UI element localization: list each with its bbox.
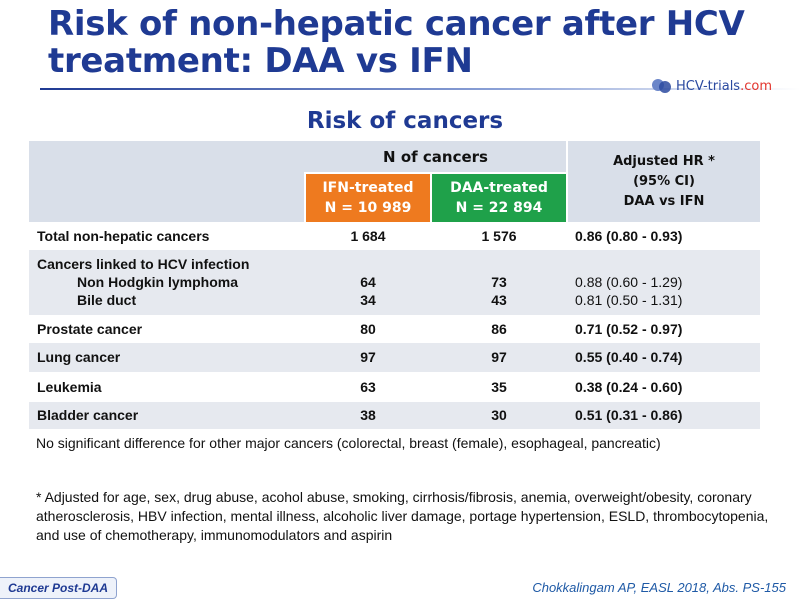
daa-count: 43 xyxy=(491,292,507,308)
daa-count: 97 xyxy=(431,341,568,372)
ifn-count: 64 xyxy=(360,274,376,290)
hazard-ratio: 0.71 (0.52 - 0.97) xyxy=(567,314,761,342)
daa-count: 30 xyxy=(431,400,568,429)
ifn-count: 34 xyxy=(360,292,376,308)
table-row: Lung cancer 97 97 0.55 (0.40 - 0.74) xyxy=(29,341,761,372)
daa-label: DAA-treated xyxy=(450,180,548,196)
table-row: Bladder cancer 38 30 0.51 (0.31 - 0.86) xyxy=(29,400,761,429)
table-subtitle: Risk of cancers xyxy=(306,108,504,134)
row-sublabel: Non Hodgkin lymphoma xyxy=(77,274,238,290)
daa-count: 86 xyxy=(431,314,568,342)
ifn-count-group: 64 34 xyxy=(305,248,431,315)
hr-header-line3: DAA vs IFN xyxy=(623,193,705,209)
slide-title: Risk of non-hepatic cancer after HCV tre… xyxy=(48,4,745,81)
citation: Chokkalingam AP, EASL 2018, Abs. PS-155 xyxy=(532,580,786,595)
daa-count: 73 xyxy=(491,274,507,290)
row-sublabel: Bile duct xyxy=(77,292,137,308)
cancer-risk-table: N of cancers Adjusted HR * (95% CI) DAA … xyxy=(29,141,761,429)
section-tag: Cancer Post-DAA xyxy=(0,577,117,599)
hazard-ratio: 0.51 (0.31 - 0.86) xyxy=(567,400,761,429)
hr-header-line1: Adjusted HR * xyxy=(613,153,715,169)
hcv-trials-logo: HCV-trials.com xyxy=(652,76,772,96)
row-label: Leukemia xyxy=(29,371,305,401)
row-label: Prostate cancer xyxy=(29,314,305,342)
logo-text: HCV-trials.com xyxy=(676,79,772,94)
logo-icon xyxy=(652,77,672,95)
row-label: Total non-hepatic cancers xyxy=(29,222,305,249)
daa-n: N = 22 894 xyxy=(455,200,543,216)
hazard-ratio: 0.81 (0.50 - 1.31) xyxy=(575,292,683,308)
table-row: Cancers linked to HCV infection Non Hodg… xyxy=(29,248,761,315)
table-note: No significant difference for other majo… xyxy=(36,435,661,451)
hazard-ratio: 0.55 (0.40 - 0.74) xyxy=(567,341,761,372)
row-label-group: Cancers linked to HCV infection Non Hodg… xyxy=(29,248,305,315)
table-row: Leukemia 63 35 0.38 (0.24 - 0.60) xyxy=(29,371,761,401)
ifn-n: N = 10 989 xyxy=(324,200,412,216)
ifn-label: IFN-treated xyxy=(322,180,414,196)
ifn-count: 1 684 xyxy=(305,222,431,249)
ifn-count: 80 xyxy=(305,314,431,342)
row-label: Cancers linked to HCV infection xyxy=(37,256,250,272)
logo-text-main: HCV-trials xyxy=(676,78,741,94)
ifn-treated-header: IFN-treated N = 10 989 xyxy=(304,173,431,224)
ifn-count: 38 xyxy=(305,400,431,429)
row-label: Bladder cancer xyxy=(29,400,305,429)
hazard-ratio: 0.88 (0.60 - 1.29) xyxy=(575,274,683,290)
header-blank-cell xyxy=(29,141,305,224)
title-divider xyxy=(40,88,800,90)
daa-count-group: 73 43 xyxy=(431,248,568,315)
ifn-count: 97 xyxy=(305,341,431,372)
daa-treated-header: DAA-treated N = 22 894 xyxy=(429,173,568,224)
hr-header-line2: (95% CI) xyxy=(633,173,695,189)
daa-count: 35 xyxy=(431,371,568,401)
n-of-cancers-header: N of cancers xyxy=(305,141,568,174)
adjusted-hr-header: Adjusted HR * (95% CI) DAA vs IFN xyxy=(566,141,761,224)
row-label: Lung cancer xyxy=(29,341,305,372)
adjustment-footnote: * Adjusted for age, sex, drug abuse, aco… xyxy=(36,489,769,543)
hazard-ratio-group: 0.88 (0.60 - 1.29) 0.81 (0.50 - 1.31) xyxy=(567,248,761,315)
table-row: Total non-hepatic cancers 1 684 1 576 0.… xyxy=(29,222,761,249)
ifn-count: 63 xyxy=(305,371,431,401)
daa-count: 1 576 xyxy=(431,222,568,249)
logo-text-suffix: .com xyxy=(740,78,772,94)
table-row: Prostate cancer 80 86 0.71 (0.52 - 0.97) xyxy=(29,314,761,342)
hazard-ratio: 0.38 (0.24 - 0.60) xyxy=(567,371,761,401)
hazard-ratio: 0.86 (0.80 - 0.93) xyxy=(567,222,761,249)
